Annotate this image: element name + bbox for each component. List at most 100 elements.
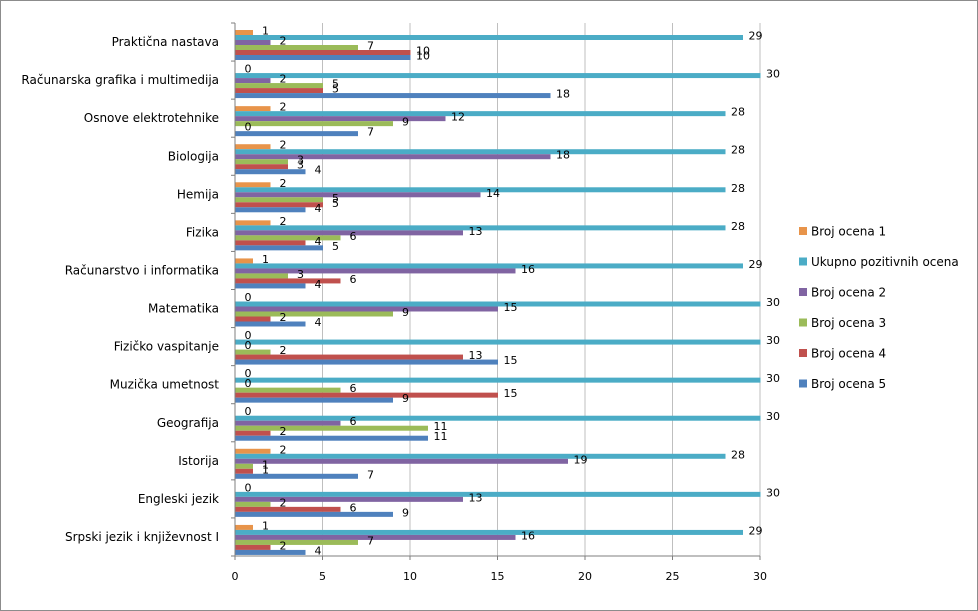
data-label: 28 bbox=[731, 448, 745, 461]
category-label: Hemija bbox=[177, 187, 219, 201]
bar bbox=[235, 202, 323, 208]
bar bbox=[235, 392, 498, 398]
data-label: 15 bbox=[504, 387, 518, 400]
data-label: 5 bbox=[332, 78, 339, 91]
data-label: 2 bbox=[280, 215, 287, 228]
data-label: 0 bbox=[245, 481, 252, 494]
data-label: 1 bbox=[262, 253, 269, 266]
bar bbox=[235, 549, 306, 555]
bar bbox=[235, 268, 516, 274]
bar bbox=[235, 149, 726, 155]
data-label: 7 bbox=[367, 534, 374, 547]
bar bbox=[235, 144, 271, 150]
x-tick-label: 15 bbox=[491, 570, 505, 583]
data-label: 6 bbox=[350, 230, 357, 243]
x-tick-label: 20 bbox=[578, 570, 592, 583]
data-label: 0 bbox=[245, 377, 252, 390]
bar bbox=[235, 468, 253, 474]
bar bbox=[235, 435, 428, 441]
category-label: Istorija bbox=[178, 454, 219, 468]
bar bbox=[235, 40, 271, 45]
bar bbox=[235, 111, 726, 117]
bar bbox=[235, 316, 271, 322]
x-tick-label: 0 bbox=[232, 570, 239, 583]
data-label: 3 bbox=[297, 268, 304, 281]
bar bbox=[235, 354, 463, 360]
x-tick-label: 5 bbox=[319, 570, 326, 583]
bar bbox=[235, 539, 358, 545]
data-label: 1 bbox=[262, 519, 269, 532]
bar bbox=[235, 230, 463, 236]
category-label: Srpski jezik i književnost I bbox=[65, 530, 219, 544]
bar bbox=[235, 273, 288, 279]
data-label: 3 bbox=[297, 154, 304, 167]
legend-swatch bbox=[799, 288, 807, 296]
data-label: 11 bbox=[434, 420, 448, 433]
data-label: 2 bbox=[280, 177, 287, 190]
bar bbox=[235, 501, 271, 507]
data-label: 2 bbox=[280, 101, 287, 114]
data-label: 5 bbox=[332, 240, 339, 253]
data-label: 13 bbox=[469, 491, 483, 504]
data-label: 14 bbox=[486, 187, 500, 200]
bar bbox=[235, 397, 393, 403]
data-label: 2 bbox=[280, 311, 287, 324]
bar bbox=[235, 225, 726, 231]
bar bbox=[235, 240, 306, 246]
bar bbox=[235, 187, 726, 193]
data-label: 30 bbox=[766, 410, 780, 423]
data-label: 4 bbox=[315, 316, 322, 329]
bar bbox=[235, 164, 288, 170]
bar bbox=[235, 278, 341, 284]
data-label: 30 bbox=[766, 372, 780, 385]
data-label: 13 bbox=[469, 225, 483, 238]
bar bbox=[235, 258, 253, 264]
category-label: Engleski jezik bbox=[138, 492, 219, 506]
data-label: 6 bbox=[350, 501, 357, 514]
data-label: 1 bbox=[262, 458, 269, 471]
data-label: 1 bbox=[262, 25, 269, 38]
bar bbox=[235, 116, 446, 122]
data-label: 5 bbox=[332, 83, 339, 96]
data-label: 2 bbox=[280, 425, 287, 438]
bar bbox=[235, 524, 253, 530]
legend-swatch bbox=[799, 379, 807, 388]
bar bbox=[235, 45, 358, 50]
data-label: 30 bbox=[766, 486, 780, 499]
legend-entry-label: Ukupno pozitivnih ocena bbox=[811, 255, 959, 269]
data-label: 10 bbox=[416, 45, 430, 58]
bar bbox=[235, 263, 743, 269]
x-tick-label: 30 bbox=[753, 570, 767, 583]
bar bbox=[235, 425, 428, 431]
bar bbox=[235, 35, 743, 40]
data-label: 0 bbox=[245, 405, 252, 418]
bar bbox=[235, 544, 271, 550]
data-label: 0 bbox=[245, 367, 252, 380]
data-label: 7 bbox=[367, 126, 374, 139]
category-label: Geografija bbox=[157, 416, 219, 430]
bar bbox=[235, 491, 761, 497]
bar bbox=[235, 506, 341, 512]
bar bbox=[235, 534, 516, 540]
legend-entry-label: Broj ocena 3 bbox=[811, 316, 886, 330]
bar bbox=[235, 121, 393, 127]
bar bbox=[235, 301, 761, 307]
bar bbox=[235, 349, 271, 355]
data-label: 1 bbox=[262, 463, 269, 476]
data-label: 28 bbox=[731, 144, 745, 157]
data-label: 2 bbox=[280, 496, 287, 509]
data-label: 2 bbox=[280, 539, 287, 552]
bar bbox=[235, 463, 253, 469]
bar bbox=[235, 387, 341, 393]
bar bbox=[235, 159, 288, 165]
data-label: 18 bbox=[556, 88, 570, 101]
bar bbox=[235, 311, 393, 317]
bar bbox=[235, 83, 323, 89]
legend-entry-label: Broj ocena 4 bbox=[811, 347, 886, 361]
data-label: 3 bbox=[297, 159, 304, 172]
gridlines bbox=[322, 23, 761, 556]
data-label: 6 bbox=[350, 415, 357, 428]
